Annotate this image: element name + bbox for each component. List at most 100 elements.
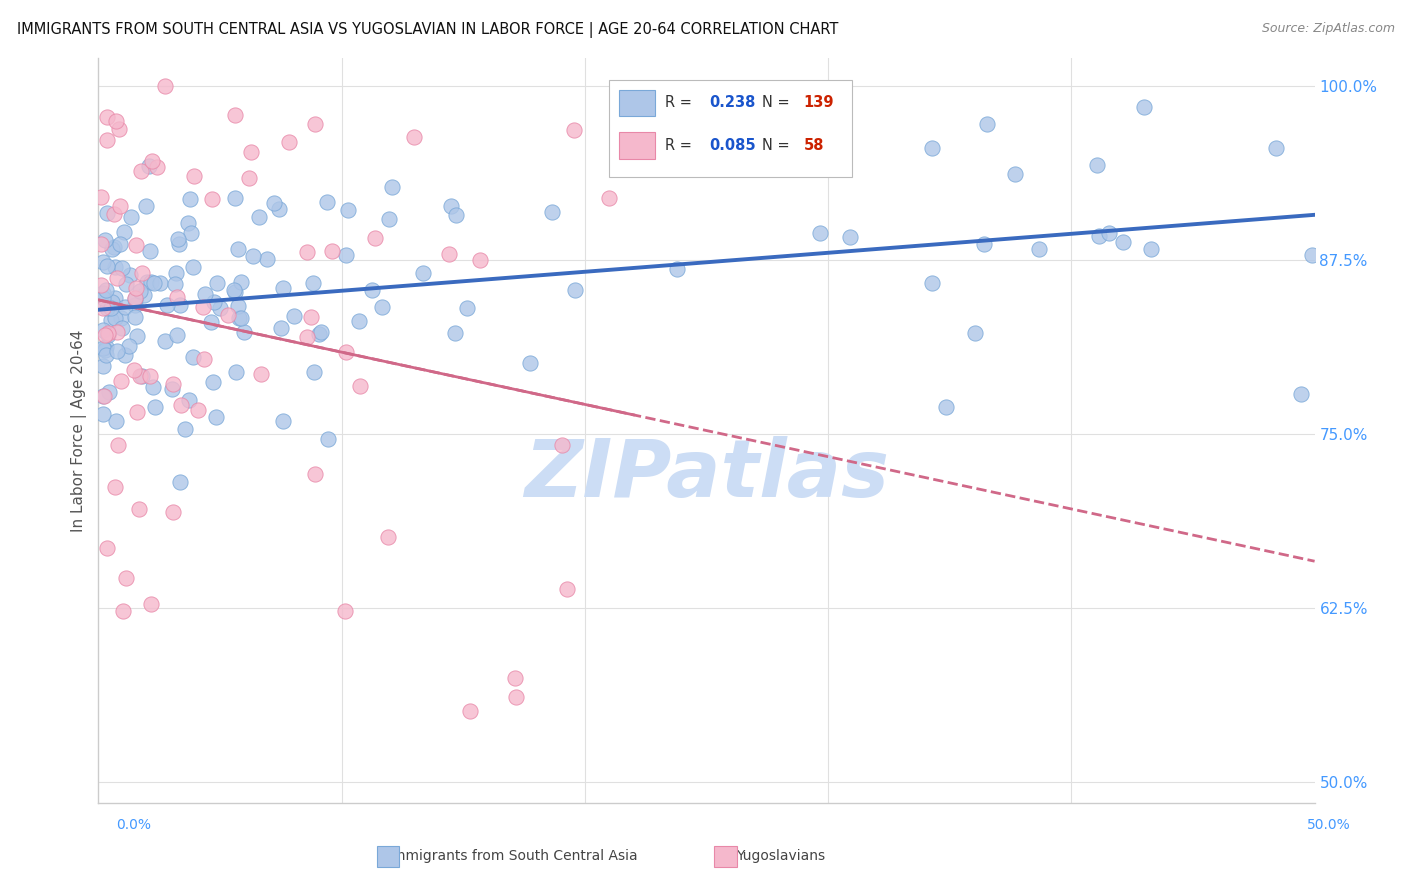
Y-axis label: In Labor Force | Age 20-64: In Labor Force | Age 20-64 <box>72 329 87 532</box>
Point <box>370 300 392 314</box>
Point <box>155 79 177 94</box>
Point <box>304 116 326 130</box>
Point <box>132 288 155 302</box>
Point <box>444 208 467 222</box>
Point <box>179 193 201 207</box>
Point <box>321 244 343 259</box>
Point <box>153 334 176 348</box>
Point <box>143 276 166 290</box>
Point <box>470 252 492 267</box>
Point <box>301 276 323 290</box>
Point <box>181 260 204 274</box>
Point <box>1289 387 1312 401</box>
Point <box>111 261 134 276</box>
Point <box>555 582 578 596</box>
Point <box>139 597 162 611</box>
Point <box>169 297 191 311</box>
Point <box>160 383 183 397</box>
Text: R =: R = <box>665 95 696 111</box>
Point <box>96 206 118 220</box>
Text: 0.238: 0.238 <box>709 95 755 111</box>
Point <box>90 236 112 251</box>
Point <box>129 164 152 178</box>
FancyBboxPatch shape <box>619 132 655 159</box>
Point <box>233 325 256 339</box>
Point <box>402 130 425 145</box>
Point <box>110 199 132 213</box>
Point <box>564 283 586 297</box>
Point <box>96 259 118 273</box>
Point <box>381 180 404 194</box>
Point <box>226 299 249 313</box>
Point <box>176 216 198 230</box>
Point <box>333 604 356 618</box>
Point <box>191 300 214 314</box>
Point <box>145 161 167 175</box>
Point <box>540 205 562 219</box>
Text: ZIPatlas: ZIPatlas <box>524 436 889 514</box>
Point <box>107 122 129 136</box>
Point <box>456 301 478 315</box>
Point <box>110 375 132 389</box>
Point <box>1085 158 1108 172</box>
Point <box>174 422 197 436</box>
Point <box>127 329 149 343</box>
Point <box>96 301 118 315</box>
Point <box>503 671 526 685</box>
Point <box>100 301 122 316</box>
Text: R =: R = <box>665 137 696 153</box>
Point <box>105 271 128 285</box>
Point <box>114 300 136 314</box>
Point <box>200 314 222 328</box>
Point <box>122 363 145 377</box>
Point <box>921 141 943 155</box>
Point <box>1028 243 1050 257</box>
Point <box>444 326 467 340</box>
Point <box>283 310 305 324</box>
Point <box>91 254 114 268</box>
Point <box>138 159 160 173</box>
Point <box>94 343 117 357</box>
Point <box>200 193 222 207</box>
Point <box>124 291 146 305</box>
Point <box>96 348 118 362</box>
Point <box>141 154 163 169</box>
Point <box>124 310 146 325</box>
Point <box>125 280 148 294</box>
Point <box>129 284 152 298</box>
Point <box>156 298 179 312</box>
Point <box>112 226 135 240</box>
Point <box>104 291 127 305</box>
Point <box>921 276 943 290</box>
Point <box>1112 235 1135 250</box>
Point <box>181 351 204 365</box>
Point <box>104 113 127 128</box>
Point <box>124 293 146 307</box>
Point <box>256 252 278 267</box>
FancyBboxPatch shape <box>619 90 655 116</box>
Point <box>598 191 620 205</box>
Point <box>91 301 114 315</box>
Point <box>96 541 118 556</box>
Point <box>295 245 318 260</box>
Point <box>226 242 249 256</box>
Point <box>91 359 114 373</box>
Point <box>91 407 114 421</box>
Point <box>209 301 232 315</box>
Point <box>131 266 153 280</box>
Point <box>110 311 132 326</box>
Point <box>201 375 224 389</box>
Text: N =: N = <box>762 137 794 153</box>
Point <box>107 438 129 452</box>
Point <box>125 238 148 252</box>
Point <box>519 356 541 370</box>
Point <box>267 202 290 216</box>
Point <box>114 347 136 361</box>
Text: Source: ZipAtlas.com: Source: ZipAtlas.com <box>1261 22 1395 36</box>
Point <box>167 236 190 251</box>
Point <box>263 196 285 211</box>
Point <box>225 365 247 379</box>
Point <box>100 312 122 326</box>
Point <box>97 326 120 340</box>
Point <box>270 321 292 335</box>
